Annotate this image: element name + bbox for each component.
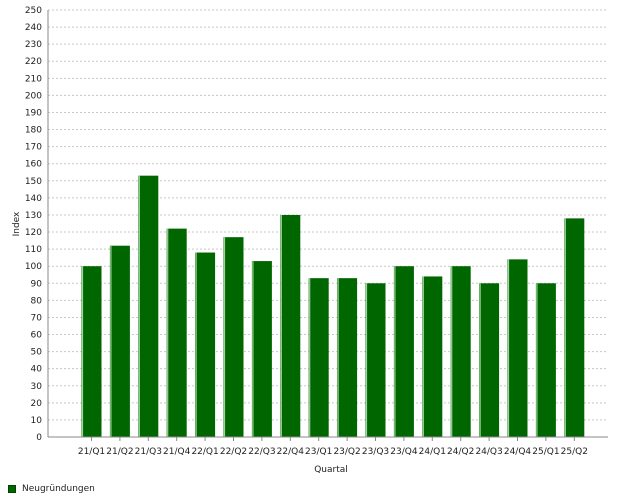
y-tick-label: 170 bbox=[25, 143, 42, 153]
x-tick-labels: 21/Q1 21/Q2 21/Q3 21/Q4 22/Q1 22/Q2 22/Q3 22/Q4… bbox=[78, 437, 588, 457]
y-tick-label: 110 bbox=[25, 245, 42, 255]
y-tick-label: 150 bbox=[25, 177, 42, 187]
bar bbox=[138, 175, 159, 437]
y-tick-label: 230 bbox=[25, 40, 42, 50]
y-axis-title: Index bbox=[12, 211, 22, 236]
bars bbox=[81, 175, 585, 437]
bar bbox=[507, 259, 528, 437]
bar bbox=[166, 228, 187, 437]
y-tick-label: 100 bbox=[25, 262, 42, 272]
bar bbox=[308, 278, 329, 437]
bar bbox=[450, 266, 471, 437]
x-tick-label: 21/Q1 bbox=[78, 447, 105, 457]
bar bbox=[564, 218, 585, 437]
y-tick-label: 190 bbox=[25, 108, 42, 118]
x-tick-label: 23/Q3 bbox=[362, 447, 389, 457]
x-axis-title: Quartal bbox=[314, 465, 348, 475]
y-tick-label: 50 bbox=[31, 348, 43, 358]
y-tick-label: 120 bbox=[25, 228, 42, 238]
x-tick-label: 25/Q2 bbox=[561, 447, 588, 457]
x-tick-label: 22/Q3 bbox=[248, 447, 275, 457]
bar bbox=[535, 283, 556, 437]
bar bbox=[109, 245, 130, 437]
bar bbox=[223, 237, 244, 437]
legend-label: Neugründungen bbox=[22, 484, 95, 494]
x-tick-label: 22/Q1 bbox=[191, 447, 218, 457]
x-tick-label: 24/Q2 bbox=[447, 447, 474, 457]
x-tick-label: 24/Q4 bbox=[504, 447, 532, 457]
bar bbox=[81, 266, 102, 437]
legend: Neugründungen bbox=[8, 484, 95, 494]
y-tick-label: 30 bbox=[31, 382, 43, 392]
y-tick-label: 60 bbox=[31, 331, 43, 341]
x-tick-label: 22/Q2 bbox=[220, 447, 247, 457]
y-tick-label: 250 bbox=[25, 6, 42, 16]
axes bbox=[47, 10, 608, 438]
y-tick-label: 70 bbox=[31, 313, 43, 323]
bar bbox=[365, 283, 386, 437]
bar bbox=[337, 278, 358, 437]
x-tick-label: 21/Q2 bbox=[106, 447, 133, 457]
y-tick-label: 240 bbox=[25, 23, 42, 33]
y-tick-label: 40 bbox=[31, 365, 43, 375]
y-tick-label: 140 bbox=[25, 194, 42, 204]
x-tick-label: 23/Q2 bbox=[333, 447, 360, 457]
y-tick-labels: 0 10 20 30 40 50 60 70 80 90 100 110 120 130 140 150 160… bbox=[25, 6, 42, 443]
y-tick-label: 160 bbox=[25, 160, 42, 170]
legend-swatch bbox=[8, 485, 16, 493]
y-tick-label: 200 bbox=[25, 91, 42, 101]
x-tick-label: 24/Q1 bbox=[419, 447, 446, 457]
bar bbox=[280, 214, 301, 437]
y-tick-label: 20 bbox=[31, 399, 43, 409]
y-tick-label: 80 bbox=[31, 296, 43, 306]
bar bbox=[422, 276, 443, 437]
y-tick-label: 90 bbox=[31, 279, 43, 289]
x-tick-label: 25/Q1 bbox=[532, 447, 559, 457]
bar bbox=[251, 261, 272, 437]
x-tick-label: 21/Q3 bbox=[135, 447, 162, 457]
y-tick-label: 210 bbox=[25, 74, 42, 84]
x-tick-label: 21/Q4 bbox=[163, 447, 191, 457]
bar bbox=[479, 283, 500, 437]
x-tick-label: 22/Q4 bbox=[277, 447, 305, 457]
y-tick-label: 180 bbox=[25, 126, 42, 136]
y-tick-label: 220 bbox=[25, 57, 42, 67]
x-tick-label: 23/Q4 bbox=[390, 447, 418, 457]
y-tick-label: 10 bbox=[31, 416, 43, 426]
y-tick-label: 130 bbox=[25, 211, 42, 221]
x-tick-label: 24/Q3 bbox=[475, 447, 502, 457]
bar bbox=[393, 266, 414, 437]
y-tick-label: 0 bbox=[36, 433, 42, 443]
x-tick-label: 23/Q1 bbox=[305, 447, 332, 457]
bar bbox=[195, 252, 216, 437]
